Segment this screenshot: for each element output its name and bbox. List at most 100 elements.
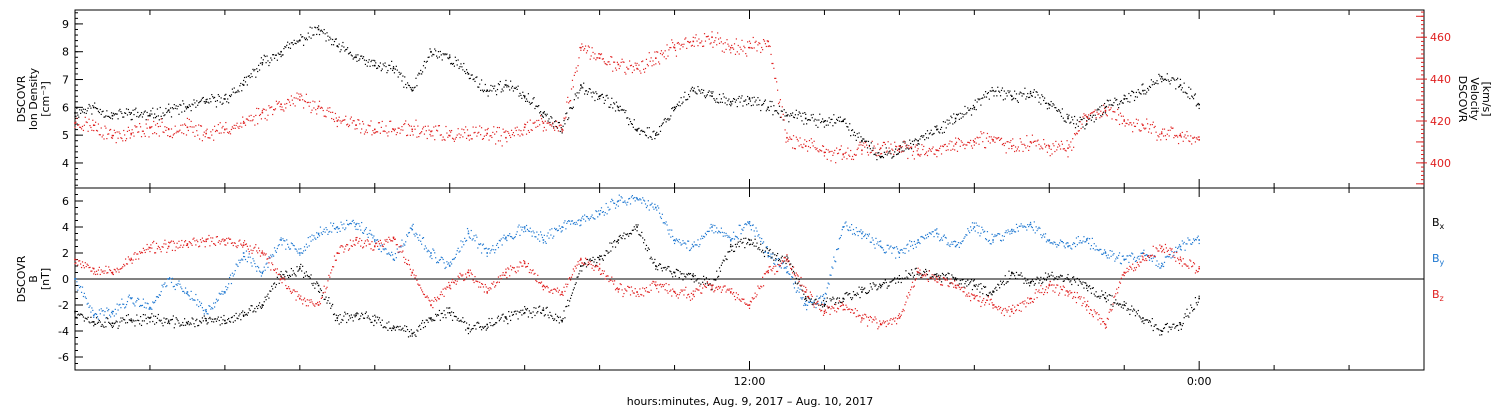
- bx-point: [292, 270, 294, 272]
- density-point: [727, 100, 729, 102]
- density-point: [262, 59, 264, 61]
- bx-point: [154, 323, 156, 325]
- by-point: [273, 255, 275, 257]
- density-point: [542, 116, 545, 118]
- bx-point: [1170, 328, 1172, 331]
- velocity-point: [342, 119, 344, 121]
- density-point: [787, 114, 789, 116]
- bx-point: [107, 318, 109, 320]
- by-point: [796, 290, 798, 292]
- velocity-point: [621, 58, 623, 60]
- by-point: [879, 245, 882, 248]
- density-point: [794, 114, 797, 116]
- velocity-point: [1028, 149, 1030, 152]
- bx-point: [922, 273, 924, 276]
- by-point: [207, 313, 209, 315]
- density-point: [542, 112, 545, 114]
- bx-point: [827, 306, 829, 309]
- density-point: [395, 65, 397, 67]
- density-point: [220, 97, 222, 99]
- bx-point: [674, 275, 677, 277]
- velocity-point: [615, 69, 618, 71]
- bx-point: [226, 322, 228, 324]
- by-point: [734, 235, 737, 237]
- velocity-point: [697, 45, 699, 47]
- density-point: [132, 109, 134, 111]
- density-point: [536, 105, 538, 107]
- density-point: [896, 153, 899, 155]
- by-point: [504, 238, 506, 240]
- by-point: [823, 302, 826, 304]
- by-point: [79, 286, 81, 289]
- by-point: [114, 308, 116, 310]
- by-point: [508, 235, 510, 237]
- by-point: [570, 220, 573, 222]
- bx-point: [125, 314, 128, 317]
- velocity-point: [587, 45, 589, 47]
- density-point: [801, 120, 803, 122]
- by-point: [685, 243, 687, 245]
- velocity-point: [357, 119, 359, 121]
- velocity-point: [1018, 150, 1020, 152]
- density-point: [274, 54, 277, 56]
- by-point: [355, 223, 357, 226]
- bx-point: [658, 263, 661, 265]
- bx-point: [313, 282, 315, 284]
- by-point: [636, 198, 638, 200]
- by-point: [186, 293, 189, 295]
- bx-point: [887, 285, 889, 287]
- density-point: [922, 136, 924, 138]
- velocity-point: [520, 130, 522, 132]
- bx-point: [91, 321, 93, 323]
- bx-point: [465, 322, 468, 324]
- velocity-point: [185, 134, 188, 136]
- bx-point: [398, 329, 400, 331]
- bx-point: [1134, 315, 1137, 317]
- velocity-point: [111, 137, 114, 139]
- density-point: [613, 102, 615, 104]
- bx-point: [1160, 329, 1162, 331]
- by-point: [316, 232, 318, 234]
- by-point: [598, 213, 601, 215]
- bx-point: [505, 317, 507, 319]
- velocity-point: [1012, 138, 1014, 140]
- by-point: [651, 202, 653, 204]
- bx-point: [688, 272, 690, 275]
- density-point: [1160, 75, 1163, 78]
- density-point: [970, 114, 973, 116]
- bx-point: [1137, 309, 1139, 312]
- bx-point: [299, 266, 301, 268]
- density-point: [470, 74, 472, 76]
- density-point: [376, 67, 379, 69]
- velocity-point: [1114, 111, 1116, 113]
- density-point: [309, 26, 311, 28]
- by-point: [369, 229, 371, 232]
- by-point: [814, 303, 816, 305]
- by-point: [627, 201, 629, 203]
- velocity-point: [1144, 128, 1146, 130]
- by-point: [361, 232, 364, 234]
- velocity-point: [609, 63, 611, 66]
- velocity-point: [821, 150, 823, 152]
- velocity-point: [147, 119, 149, 121]
- velocity-point: [1198, 136, 1200, 138]
- density-point: [374, 60, 376, 62]
- velocity-point: [1056, 149, 1058, 151]
- by-point: [292, 244, 294, 246]
- density-point: [857, 136, 859, 138]
- velocity-point: [796, 138, 798, 140]
- velocity-point: [862, 144, 864, 147]
- density-point: [140, 112, 143, 114]
- by-point: [571, 220, 574, 222]
- bx-point: [561, 321, 563, 323]
- velocity-point: [411, 128, 414, 131]
- density-point: [173, 103, 175, 106]
- velocity-point: [1094, 109, 1096, 111]
- velocity-point: [892, 149, 894, 151]
- by-point: [596, 210, 598, 213]
- by-point: [892, 246, 894, 249]
- velocity-point: [589, 58, 591, 60]
- bx-point: [210, 318, 212, 320]
- by-point: [347, 224, 350, 226]
- velocity-point: [1154, 125, 1156, 128]
